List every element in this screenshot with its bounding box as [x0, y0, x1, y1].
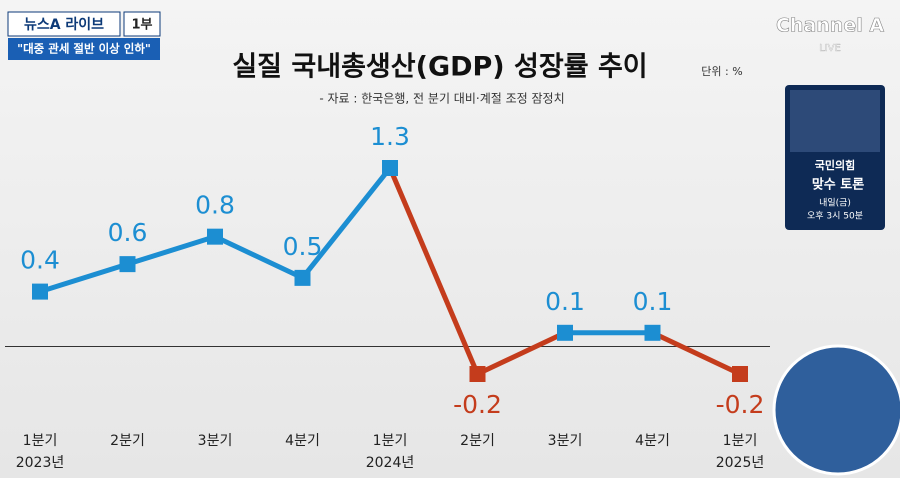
x-tick-label: 4분기 — [285, 433, 320, 449]
x-tick-label: 1분기 — [23, 433, 58, 449]
point — [644, 324, 661, 341]
source: - 자료 : 한국은행, 전 분기 대비·계절 조정 잠정치 — [319, 91, 564, 106]
promo-photo — [790, 90, 880, 152]
value-label: -0.2 — [453, 390, 502, 419]
x-year-label: 2025년 — [716, 455, 765, 471]
value-label: 0.8 — [195, 191, 235, 220]
promo-time: 오후 3시 50분 — [807, 211, 863, 222]
part-box — [123, 11, 161, 37]
promo-day: 내일(금) — [819, 198, 851, 209]
point — [119, 256, 136, 273]
line-segment — [126, 234, 216, 267]
point — [469, 366, 486, 382]
live: LIVE — [819, 43, 841, 54]
x-tick-label: 1분기 — [723, 433, 758, 449]
point — [32, 283, 48, 300]
line-segment — [300, 166, 392, 280]
program: 뉴스A 라이브 — [24, 16, 104, 33]
value-label: 1.3 — [370, 122, 410, 151]
channel-logo: Channel A — [776, 15, 884, 37]
x-tick-label: 3분기 — [548, 433, 583, 449]
promo-show: 맞수 토론 — [812, 178, 864, 193]
point — [294, 269, 311, 286]
program-box — [7, 11, 121, 37]
x-tick-label: 1분기 — [373, 433, 408, 449]
value-label: 0.4 — [20, 246, 60, 275]
x-tick-label: 2분기 — [110, 433, 145, 449]
value-label: -0.2 — [716, 390, 765, 419]
part: 1부 — [131, 18, 152, 33]
point — [732, 366, 748, 382]
chart-title: 실질 국내총생산(GDP) 성장률 추이 — [232, 52, 647, 83]
point — [207, 228, 223, 245]
x-year-label: 2024년 — [366, 455, 415, 471]
line-segment — [651, 330, 742, 377]
promo-party: 국민의힘 — [815, 158, 855, 172]
value-label: 0.6 — [108, 218, 148, 247]
x-year-label: 2023년 — [16, 455, 65, 471]
plot: 0.4 1분기 2023년 0.6 2분기 0.8 3분기 0.5 4분기 1.3 1분기 2024년… — [5, 122, 770, 471]
point — [557, 324, 573, 341]
point — [382, 160, 398, 176]
line-segment — [476, 330, 567, 377]
x-tick-label: 4분기 — [635, 433, 670, 449]
value-label: 0.5 — [283, 232, 323, 261]
x-tick-label: 2분기 — [460, 433, 495, 449]
interpreter-inset — [772, 344, 900, 476]
line-segment — [213, 234, 304, 281]
line-segment — [387, 167, 480, 375]
x-tick-label: 3분기 — [198, 433, 233, 449]
unit: 단위 : % — [701, 65, 742, 78]
headline: "대중 관세 절반 이상 인하" — [17, 42, 151, 56]
value-label: 0.1 — [633, 287, 673, 316]
headline-box — [8, 38, 160, 60]
line-segment — [39, 261, 129, 294]
value-label: 0.1 — [545, 287, 585, 316]
